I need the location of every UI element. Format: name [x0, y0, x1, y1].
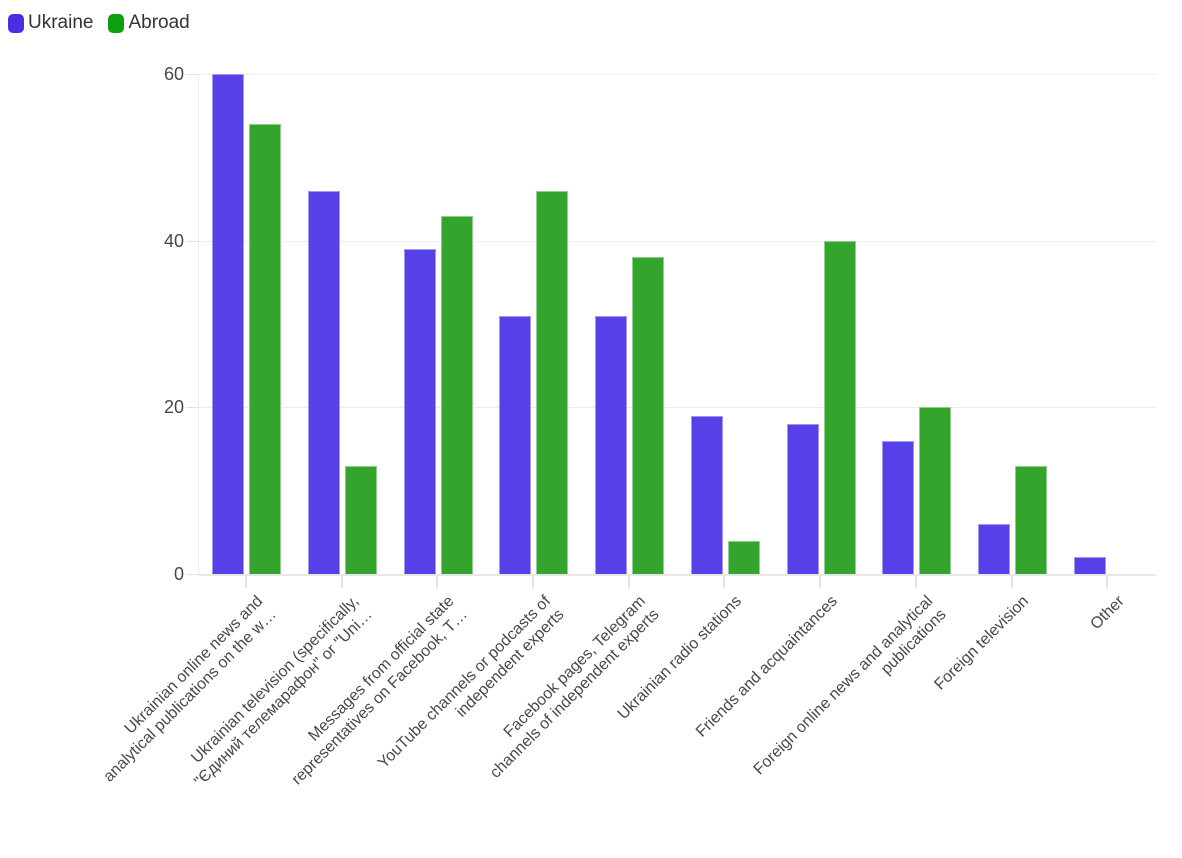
x-tick-label-line: Other — [1087, 592, 1128, 634]
bar-ukraine-4 — [595, 315, 628, 574]
plot-area — [198, 74, 1156, 576]
bar-abroad-7 — [919, 407, 952, 574]
bar-ukraine-0 — [212, 74, 245, 574]
gridline-60 — [199, 74, 1156, 75]
x-tick-label-line: Foreign television — [931, 592, 1033, 694]
bar-ukraine-3 — [499, 315, 532, 574]
bar-ukraine-7 — [882, 440, 915, 574]
x-axis-tick-6 — [819, 576, 822, 588]
x-axis-tick-5 — [723, 576, 726, 588]
bar-ukraine-1 — [308, 190, 341, 574]
x-tick-label-8: Foreign television — [931, 592, 1033, 694]
legend-item-ukraine[interactable]: Ukraine — [8, 12, 93, 34]
gridline-20 — [199, 407, 1156, 409]
x-tick-label-7: Foreign online news and analytical public… — [750, 592, 950, 792]
bar-abroad-3 — [536, 190, 569, 574]
x-axis-tick-9 — [1106, 576, 1109, 588]
x-tick-label-9: Other — [1087, 592, 1129, 634]
gridline-40 — [199, 240, 1156, 242]
x-tick-label-4: Facebook pages, Telegram channels of inde… — [473, 592, 663, 782]
y-axis-tick-label-0: 0 — [173, 564, 184, 584]
x-axis-tick-4 — [627, 576, 630, 588]
bar-abroad-8 — [1015, 465, 1047, 574]
x-axis-tick-8 — [1010, 576, 1013, 588]
y-axis-tick-label-40: 40 — [163, 230, 184, 251]
bar-abroad-1 — [345, 465, 378, 574]
y-axis-tick-20 — [186, 407, 198, 409]
x-axis-tick-0 — [244, 576, 247, 588]
bar-ukraine-6 — [786, 424, 819, 574]
x-axis-tick-7 — [914, 576, 917, 588]
bar-abroad-5 — [727, 540, 760, 574]
legend-swatch-ukraine-icon — [8, 13, 24, 33]
bar-abroad-0 — [249, 124, 282, 574]
legend-item-abroad[interactable]: Abroad — [108, 12, 190, 34]
legend: Ukraine Abroad — [8, 12, 190, 34]
bar-ukraine-9 — [1073, 557, 1106, 574]
x-axis-tick-3 — [532, 576, 534, 588]
y-axis-tick-label-20: 20 — [163, 397, 184, 418]
bar-abroad-4 — [632, 257, 665, 574]
y-axis-tick-60 — [186, 74, 198, 75]
bar-abroad-6 — [823, 240, 856, 574]
bar-ukraine-8 — [978, 524, 1010, 574]
bar-ukraine-2 — [403, 249, 436, 574]
x-tick-label-line: Foreign online news and analytical — [750, 592, 937, 779]
legend-label-ukraine: Ukraine — [28, 12, 94, 33]
bar-ukraine-5 — [690, 415, 723, 574]
y-axis-tick-40 — [186, 240, 198, 242]
bar-abroad-2 — [440, 215, 473, 574]
x-axis-tick-1 — [340, 576, 343, 588]
y-axis-tick-0 — [186, 574, 198, 575]
y-axis-tick-label-60: 60 — [163, 64, 184, 84]
legend-swatch-abroad-icon — [108, 13, 125, 33]
x-axis-tick-2 — [436, 576, 439, 588]
legend-label-abroad: Abroad — [128, 12, 190, 33]
